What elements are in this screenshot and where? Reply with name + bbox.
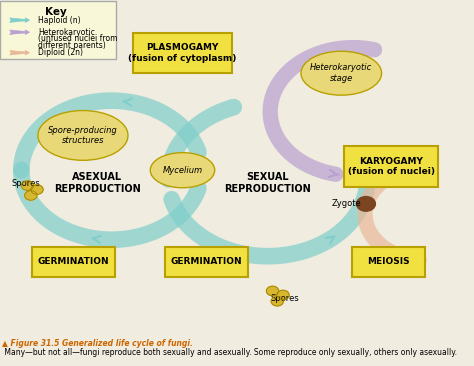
Text: GERMINATION: GERMINATION — [37, 257, 109, 266]
FancyBboxPatch shape — [164, 247, 247, 277]
Text: Heterokaryotic: Heterokaryotic — [38, 28, 95, 37]
Text: Haploid (n): Haploid (n) — [38, 16, 81, 25]
Text: Zygote: Zygote — [331, 199, 361, 208]
FancyBboxPatch shape — [0, 1, 116, 59]
FancyBboxPatch shape — [32, 247, 115, 277]
Text: ▲ Figure 31.5 Generalized life cycle of fungi.: ▲ Figure 31.5 Generalized life cycle of … — [2, 339, 193, 348]
Text: Spores: Spores — [270, 294, 299, 303]
FancyBboxPatch shape — [344, 146, 438, 187]
FancyBboxPatch shape — [133, 33, 232, 73]
Text: ASEXUAL
REPRODUCTION: ASEXUAL REPRODUCTION — [54, 172, 141, 194]
Circle shape — [25, 191, 37, 200]
Ellipse shape — [38, 111, 128, 160]
Text: Many—but not all—fungi reproduce both sexually and asexually. Some reproduce onl: Many—but not all—fungi reproduce both se… — [2, 348, 457, 357]
Circle shape — [271, 296, 283, 306]
FancyBboxPatch shape — [352, 247, 425, 277]
Circle shape — [31, 185, 43, 194]
Text: KARYOGAMY
(fusion of nuclei): KARYOGAMY (fusion of nuclei) — [347, 157, 435, 176]
Text: SEXUAL
REPRODUCTION: SEXUAL REPRODUCTION — [224, 172, 311, 194]
Ellipse shape — [150, 153, 215, 188]
Text: Spore-producing
structures: Spore-producing structures — [48, 126, 118, 145]
Circle shape — [21, 181, 34, 190]
Text: Key: Key — [45, 7, 67, 16]
Text: MEIOSIS: MEIOSIS — [367, 257, 410, 266]
Circle shape — [277, 290, 289, 300]
Circle shape — [266, 286, 279, 296]
Text: Heterokaryotic
stage: Heterokaryotic stage — [310, 63, 373, 83]
Text: Mycelium: Mycelium — [163, 166, 202, 175]
Text: PLASMOGAMY
(fusion of cytoplasm): PLASMOGAMY (fusion of cytoplasm) — [128, 43, 237, 63]
Ellipse shape — [301, 51, 382, 95]
Text: (unfused nuclei from: (unfused nuclei from — [38, 34, 118, 43]
Text: GERMINATION: GERMINATION — [170, 257, 242, 266]
Text: Diploid (2n): Diploid (2n) — [38, 48, 83, 57]
Text: Spores: Spores — [12, 179, 40, 187]
Circle shape — [356, 197, 375, 211]
Text: different parents): different parents) — [38, 41, 106, 49]
